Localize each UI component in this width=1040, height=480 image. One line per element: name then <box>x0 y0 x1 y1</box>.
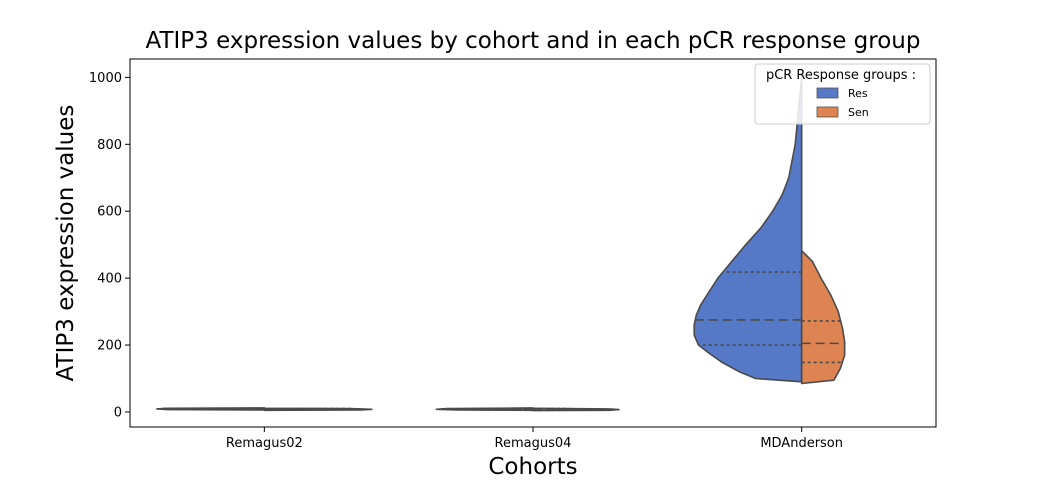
legend-swatch-res <box>816 87 839 99</box>
x-tick-label: MDAnderson <box>760 436 843 451</box>
violin-sen-mdanderson <box>800 249 846 385</box>
y-tick-label: 600 <box>97 205 122 220</box>
y-ticks: 0 200 400 600 800 1000 <box>89 71 130 420</box>
x-tick-label: Remagus02 <box>226 436 303 451</box>
y-tick-label: 400 <box>97 272 122 287</box>
legend: pCR Response groups : Res Sen <box>754 63 931 125</box>
x-tick-label: Remagus04 <box>495 436 572 451</box>
x-ticks: Remagus02 Remagus04 MDAnderson <box>226 427 843 451</box>
x-axis-label: Cohorts <box>488 454 577 480</box>
legend-label-sen: Sen <box>848 106 869 119</box>
legend-swatch-sen <box>816 106 839 118</box>
y-tick-label: 800 <box>97 138 122 153</box>
y-tick-label: 1000 <box>89 71 122 86</box>
violin-res-mdanderson <box>693 76 803 383</box>
legend-label-res: Res <box>848 87 868 100</box>
y-tick-label: 200 <box>97 339 122 354</box>
violins <box>156 76 846 412</box>
chart-title: ATIP3 expression values by cohort and in… <box>146 28 921 54</box>
y-tick-label: 0 <box>114 405 122 420</box>
legend-box <box>754 63 931 125</box>
plot-frame <box>129 58 937 428</box>
legend-title: pCR Response groups : <box>766 68 916 83</box>
y-axis-label: ATIP3 expression values <box>53 105 79 382</box>
